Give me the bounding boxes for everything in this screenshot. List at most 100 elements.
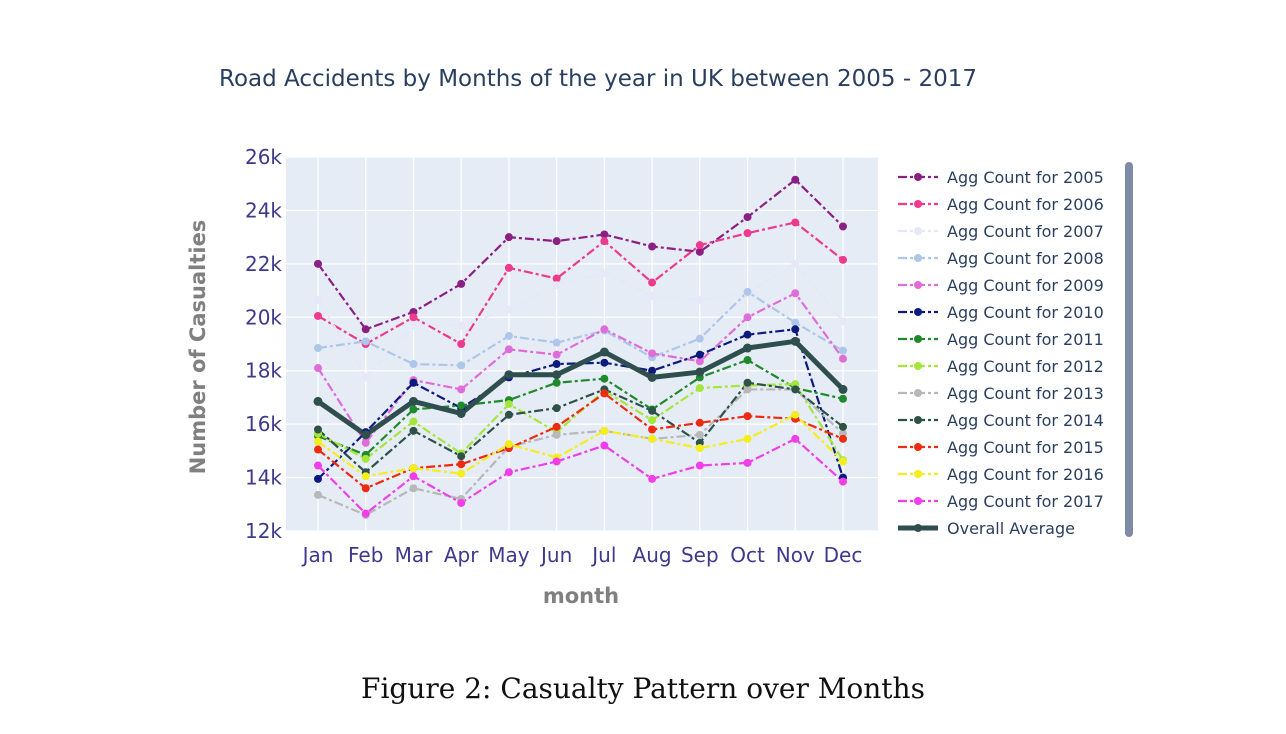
legend[interactable]: Agg Count for 2005 Agg Count for 2006 Agg … bbox=[898, 168, 1104, 538]
data-point[interactable] bbox=[314, 311, 322, 320]
data-point[interactable] bbox=[361, 337, 370, 346]
data-point[interactable] bbox=[839, 434, 847, 443]
data-point[interactable] bbox=[791, 318, 800, 327]
data-point[interactable] bbox=[504, 410, 513, 419]
data-point[interactable] bbox=[743, 343, 753, 353]
data-point[interactable] bbox=[695, 357, 704, 366]
data-point[interactable] bbox=[409, 417, 418, 426]
data-point[interactable] bbox=[648, 278, 657, 287]
data-point[interactable] bbox=[314, 461, 322, 470]
data-point[interactable] bbox=[409, 405, 418, 414]
data-point[interactable] bbox=[552, 350, 561, 359]
data-point[interactable] bbox=[791, 259, 800, 268]
data-point[interactable] bbox=[457, 498, 466, 507]
legend-item[interactable]: Agg Count for 2015 bbox=[898, 438, 1104, 457]
data-point[interactable] bbox=[648, 416, 657, 425]
data-point[interactable] bbox=[695, 461, 704, 470]
data-point[interactable] bbox=[600, 358, 609, 367]
data-point[interactable] bbox=[600, 325, 609, 334]
data-point[interactable] bbox=[504, 468, 513, 477]
data-point[interactable] bbox=[457, 361, 466, 370]
data-point[interactable] bbox=[504, 370, 514, 380]
data-point[interactable] bbox=[408, 396, 418, 406]
data-point[interactable] bbox=[743, 412, 752, 421]
legend-item[interactable]: Agg Count for 2011 bbox=[898, 330, 1104, 349]
data-point[interactable] bbox=[647, 372, 657, 382]
data-point[interactable] bbox=[648, 242, 657, 251]
data-point[interactable] bbox=[457, 452, 466, 461]
data-point[interactable] bbox=[552, 281, 561, 290]
data-point[interactable] bbox=[695, 430, 704, 439]
data-point[interactable] bbox=[504, 305, 513, 314]
data-point[interactable] bbox=[695, 444, 704, 453]
data-point[interactable] bbox=[839, 346, 847, 355]
data-point[interactable] bbox=[409, 464, 418, 473]
data-point[interactable] bbox=[361, 484, 370, 493]
data-point[interactable] bbox=[361, 472, 370, 481]
data-point[interactable] bbox=[791, 175, 800, 184]
data-point[interactable] bbox=[504, 345, 513, 354]
data-point[interactable] bbox=[552, 430, 561, 439]
data-point[interactable] bbox=[314, 364, 322, 373]
data-point[interactable] bbox=[790, 336, 800, 346]
data-point[interactable] bbox=[791, 410, 800, 419]
data-point[interactable] bbox=[314, 344, 322, 353]
data-point[interactable] bbox=[409, 360, 418, 369]
data-point[interactable] bbox=[457, 401, 466, 410]
legend-item[interactable]: Agg Count for 2006 bbox=[898, 195, 1104, 214]
legend-scrollbar[interactable] bbox=[1125, 162, 1133, 537]
data-point[interactable] bbox=[409, 313, 418, 322]
data-point[interactable] bbox=[314, 295, 322, 304]
data-point[interactable] bbox=[552, 360, 561, 369]
data-point[interactable] bbox=[552, 274, 561, 283]
data-point[interactable] bbox=[791, 325, 800, 334]
data-point[interactable] bbox=[552, 378, 561, 387]
data-point[interactable] bbox=[409, 472, 418, 481]
data-point[interactable] bbox=[361, 373, 370, 382]
data-point[interactable] bbox=[552, 404, 561, 413]
legend-item[interactable]: Agg Count for 2014 bbox=[898, 411, 1104, 430]
data-point[interactable] bbox=[361, 438, 370, 447]
legend-item[interactable]: Agg Count for 2008 bbox=[898, 249, 1104, 268]
data-point[interactable] bbox=[600, 441, 609, 450]
data-point[interactable] bbox=[456, 408, 466, 418]
data-point[interactable] bbox=[791, 218, 800, 227]
data-point[interactable] bbox=[695, 295, 704, 304]
data-point[interactable] bbox=[552, 422, 561, 431]
data-point[interactable] bbox=[648, 349, 657, 358]
data-point[interactable] bbox=[695, 418, 704, 427]
data-point[interactable] bbox=[599, 347, 609, 357]
legend-item[interactable]: Agg Count for 2010 bbox=[898, 303, 1104, 322]
data-point[interactable] bbox=[695, 350, 704, 359]
data-point[interactable] bbox=[695, 334, 704, 343]
legend-item[interactable]: Agg Count for 2017 bbox=[898, 492, 1104, 511]
legend-item[interactable]: Agg Count for 2016 bbox=[898, 465, 1104, 484]
data-point[interactable] bbox=[552, 237, 561, 246]
data-point[interactable] bbox=[314, 490, 322, 499]
data-point[interactable] bbox=[504, 263, 513, 272]
data-point[interactable] bbox=[361, 454, 370, 463]
data-point[interactable] bbox=[791, 385, 800, 394]
data-point[interactable] bbox=[839, 457, 847, 466]
data-point[interactable] bbox=[600, 269, 609, 278]
data-point[interactable] bbox=[600, 426, 609, 435]
data-point[interactable] bbox=[504, 400, 513, 409]
data-point[interactable] bbox=[695, 367, 705, 377]
data-point[interactable] bbox=[743, 330, 752, 339]
data-point[interactable] bbox=[648, 474, 657, 483]
data-point[interactable] bbox=[600, 237, 609, 246]
legend-item[interactable]: Agg Count for 2013 bbox=[898, 384, 1104, 403]
data-point[interactable] bbox=[838, 384, 848, 394]
data-point[interactable] bbox=[552, 338, 561, 347]
data-point[interactable] bbox=[743, 287, 752, 296]
data-point[interactable] bbox=[457, 469, 466, 478]
data-point[interactable] bbox=[314, 437, 322, 446]
data-point[interactable] bbox=[648, 366, 657, 375]
legend-item[interactable]: Agg Count for 2007 bbox=[898, 222, 1104, 241]
data-point[interactable] bbox=[743, 458, 752, 467]
data-point[interactable] bbox=[314, 445, 322, 454]
data-point[interactable] bbox=[409, 484, 418, 493]
data-point[interactable] bbox=[839, 422, 847, 431]
data-point[interactable] bbox=[552, 457, 561, 466]
data-point[interactable] bbox=[314, 474, 322, 483]
